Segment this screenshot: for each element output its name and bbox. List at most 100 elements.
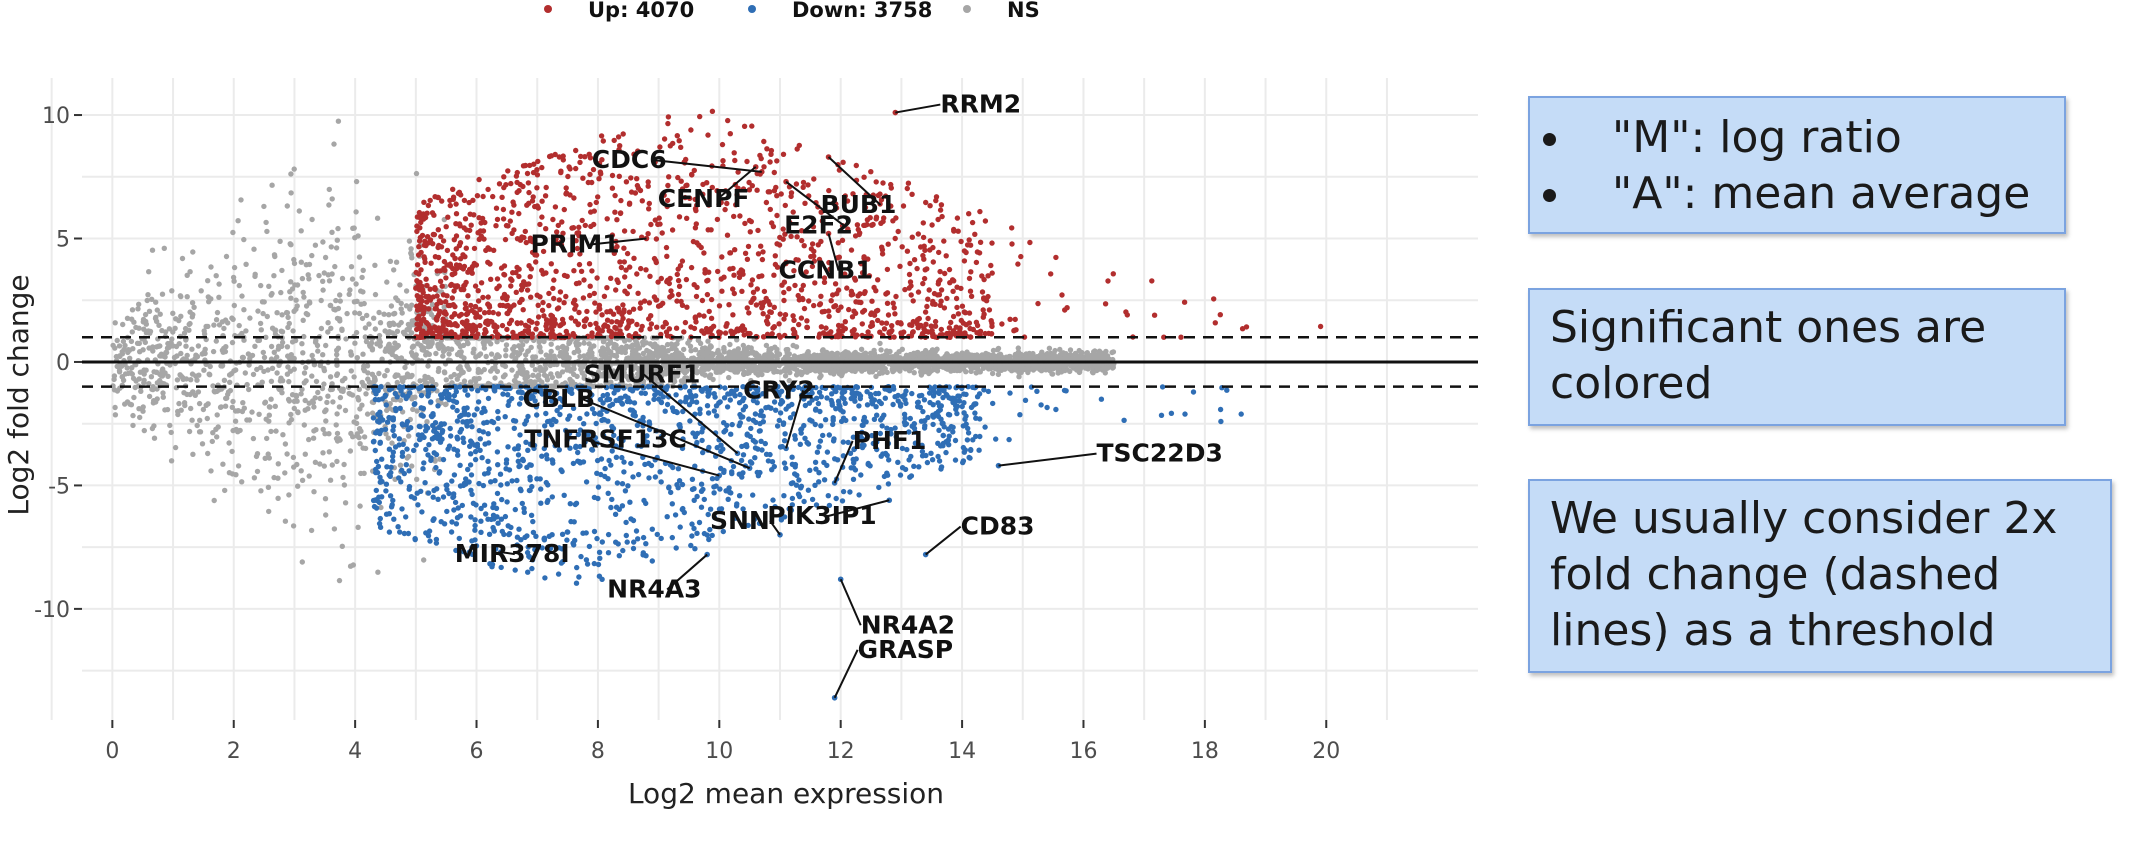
- data-point: [904, 248, 911, 254]
- data-point: [194, 377, 200, 383]
- data-point: [236, 322, 242, 329]
- data-point: [1102, 370, 1109, 376]
- data-point: [954, 304, 960, 311]
- data-point: [360, 445, 366, 451]
- data-point: [290, 523, 297, 529]
- data-point: [675, 364, 682, 370]
- data-point: [349, 276, 356, 282]
- data-point: [110, 342, 116, 349]
- data-point: [162, 407, 168, 413]
- data-point: [276, 343, 282, 349]
- data-point: [441, 304, 447, 310]
- data-point: [831, 362, 837, 369]
- data-point: [600, 138, 606, 144]
- data-point: [579, 217, 585, 224]
- data-point: [1041, 354, 1047, 361]
- data-point: [786, 377, 792, 384]
- data-point: [1012, 367, 1019, 373]
- data-point: [311, 404, 317, 410]
- data-point: [767, 309, 773, 315]
- data-point: [187, 309, 193, 315]
- data-point: [238, 197, 244, 203]
- data-point: [231, 264, 238, 271]
- scatter-points: [110, 108, 1324, 701]
- data-point: [493, 223, 499, 229]
- data-point: [971, 352, 977, 359]
- data-point: [189, 300, 196, 306]
- data-point: [1067, 347, 1074, 353]
- data-point: [312, 242, 319, 248]
- data-point: [496, 181, 503, 187]
- data-point: [182, 325, 189, 332]
- data-point: [306, 276, 312, 282]
- data-point: [189, 371, 196, 377]
- data-point: [759, 305, 765, 311]
- data-point: [272, 327, 279, 333]
- data-point: [268, 343, 275, 350]
- data-point: [376, 370, 382, 377]
- data-point: [303, 303, 310, 309]
- data-point: [336, 316, 343, 322]
- data-point: [271, 474, 277, 481]
- data-point: [284, 203, 290, 209]
- data-point: [331, 141, 337, 147]
- data-point: [691, 363, 697, 369]
- data-point: [774, 158, 780, 164]
- data-point: [748, 350, 754, 356]
- data-point: [461, 378, 468, 384]
- data-point: [111, 376, 117, 383]
- data-point: [334, 362, 340, 368]
- data-point: [861, 352, 868, 358]
- data-point: [358, 470, 364, 477]
- data-point: [907, 260, 913, 267]
- data-point: [1064, 354, 1070, 360]
- data-point: [1094, 367, 1100, 374]
- data-point: [388, 303, 395, 309]
- data-point: [333, 422, 339, 428]
- data-point: [689, 373, 695, 379]
- data-point: [706, 308, 712, 315]
- data-point: [809, 241, 816, 247]
- data-point: [937, 268, 943, 275]
- data-point: [503, 353, 509, 359]
- data-point: [406, 238, 413, 244]
- data-point: [254, 451, 261, 457]
- data-point: [167, 422, 173, 429]
- data-point: [478, 280, 485, 286]
- data-point: [937, 207, 944, 213]
- data-point: [146, 269, 152, 275]
- data-point: [195, 343, 202, 349]
- data-point: [767, 206, 773, 213]
- data-point: [1057, 346, 1063, 353]
- data-point: [705, 338, 711, 344]
- data-point: [552, 204, 559, 210]
- data-point: [208, 264, 214, 270]
- data-point: [372, 326, 378, 332]
- data-point: [220, 349, 226, 355]
- data-point: [408, 250, 414, 256]
- data-point: [793, 372, 800, 378]
- data-point: [393, 354, 399, 360]
- data-point: [149, 425, 156, 432]
- data-point: [186, 428, 193, 435]
- data-point: [278, 328, 284, 334]
- data-point: [546, 290, 552, 297]
- data-point: [620, 302, 626, 308]
- data-point: [1109, 365, 1116, 371]
- data-point: [377, 343, 383, 349]
- data-point: [503, 347, 509, 353]
- data-point: [661, 136, 668, 142]
- data-point: [654, 374, 661, 381]
- data-point: [702, 372, 708, 378]
- data-point: [353, 178, 360, 185]
- data-point: [319, 385, 326, 392]
- data-point: [386, 312, 392, 318]
- data-point: [480, 294, 486, 301]
- data-point: [649, 370, 655, 376]
- data-point: [488, 351, 495, 357]
- data-point: [274, 310, 280, 316]
- data-point: [936, 249, 942, 256]
- data-point: [436, 254, 442, 261]
- data-point: [118, 363, 125, 369]
- data-point: [1015, 345, 1021, 351]
